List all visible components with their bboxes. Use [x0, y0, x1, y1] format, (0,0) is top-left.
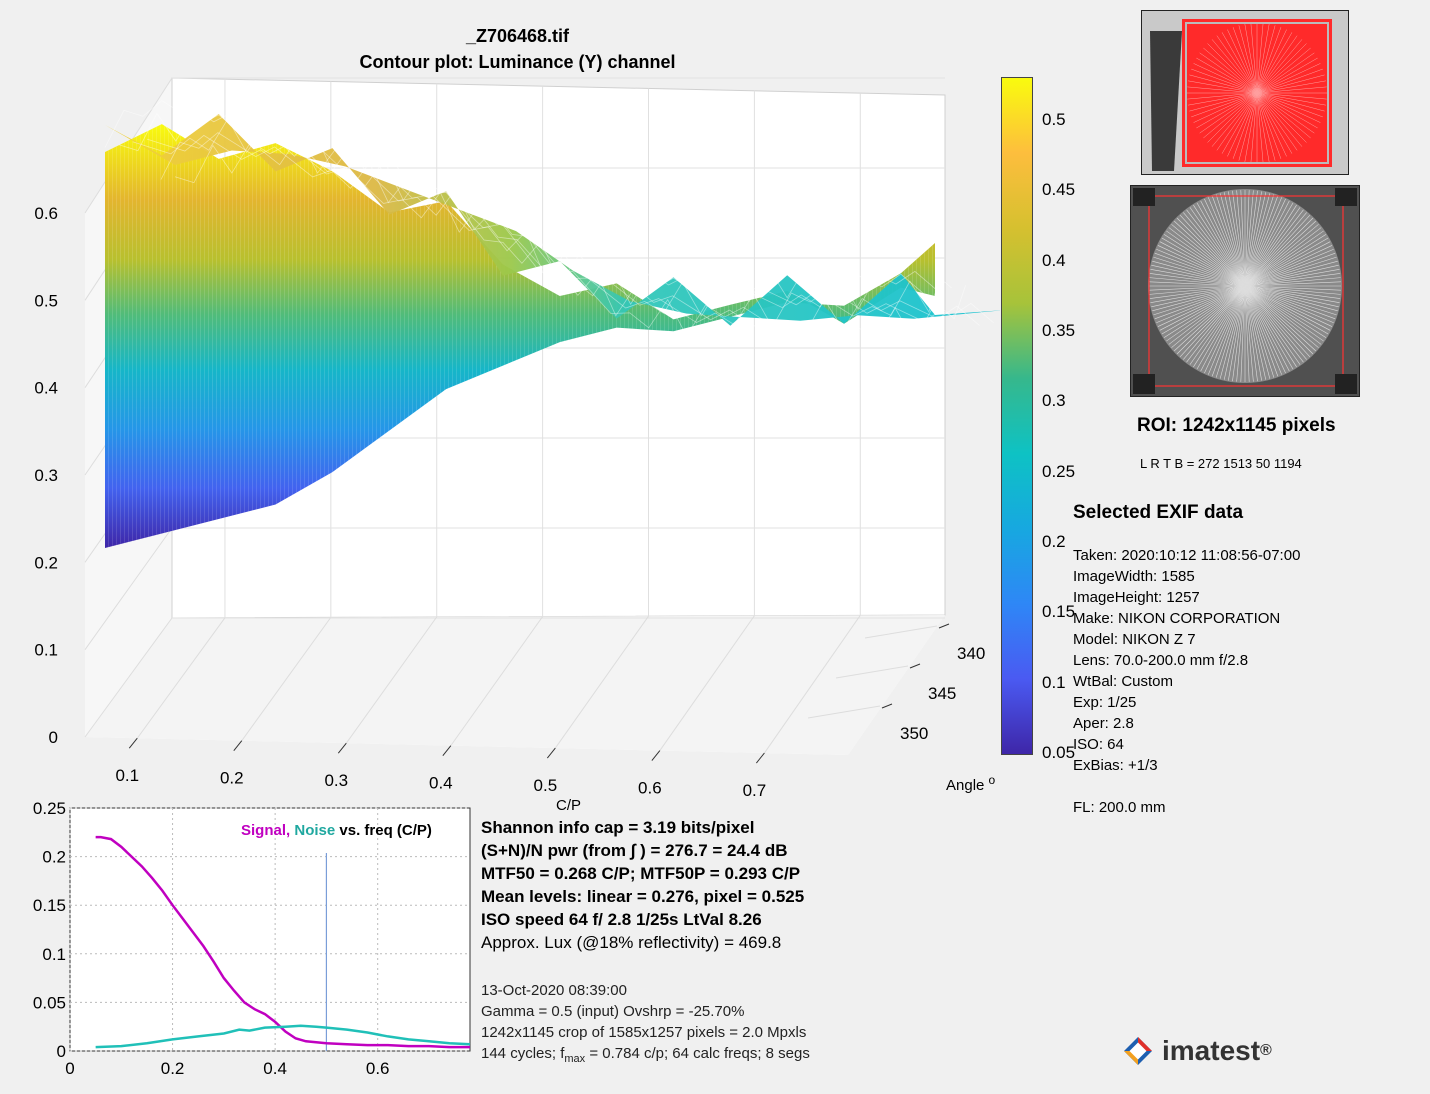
cycles-prefix: 144 cycles; f — [481, 1045, 565, 1062]
colorbar-tick-label: 0.15 — [1042, 602, 1076, 622]
roi-thumbnail-bottom — [1130, 185, 1360, 397]
angle-tick-label: 345 — [928, 684, 956, 703]
colorbar — [1001, 77, 1033, 755]
exif-line: Taken: 2020:10:12 11:08:56-07:00 — [1073, 547, 1301, 564]
analysis-date: 13-Oct-2020 08:39:00 — [481, 982, 627, 999]
z-tick-label: 0.5 — [34, 291, 58, 310]
imatest-logo-icon — [1124, 1037, 1152, 1065]
sn-y-tick-label: 0.2 — [42, 848, 66, 867]
chart-filename-title: _Z706468.tif — [465, 26, 570, 46]
roi-thumbnail-top-image — [1150, 19, 1332, 171]
colorbar-tick-label: 0.45 — [1042, 180, 1076, 200]
cycles-suffix: = 0.784 c/p; 64 calc freqs; 8 segs — [585, 1045, 810, 1062]
sn-y-tick-label: 0.05 — [33, 993, 66, 1012]
angle-tick-label: 350 — [900, 724, 928, 743]
x-tick-label: 0.3 — [324, 771, 348, 790]
exif-line: Lens: 70.0-200.0 mm f/2.8 — [1073, 652, 1249, 669]
colorbar-tick-label: 0.35 — [1042, 321, 1076, 340]
z-tick-label: 0.3 — [34, 466, 58, 485]
exif-line: Make: NIKON CORPORATION — [1073, 610, 1281, 627]
imatest-logo: imatest ® — [1122, 1035, 1272, 1067]
roi-thumbnail-bottom-image — [1131, 186, 1359, 396]
sn-y-tick-label: 0.1 — [42, 945, 66, 964]
exif-heading: Selected EXIF data — [1073, 502, 1244, 523]
roi-lrtb: L R T B = 272 1513 50 1194 — [1140, 456, 1302, 471]
snr-power: (S+N)/N pwr (from ∫ ) = 276.7 = 24.4 dB — [481, 841, 788, 860]
exif-line: ImageHeight: 1257 — [1073, 589, 1200, 606]
chart-subtitle: Contour plot: Luminance (Y) channel — [359, 52, 676, 72]
angle-axis-label: Angle o — [946, 773, 995, 794]
x-tick-label: 0.7 — [743, 781, 767, 800]
cycles-info: 144 cycles; fmax = 0.784 c/p; 64 calc fr… — [481, 1045, 810, 1065]
roi-thumbnail-top — [1141, 10, 1349, 175]
exif-line: ISO: 64 — [1073, 736, 1124, 753]
signal-noise-legend: Signal, Noise vs. freq (C/P) — [241, 822, 432, 839]
z-tick-label: 0.6 — [34, 204, 58, 223]
z-tick-label: 0.4 — [34, 379, 58, 398]
z-tick-label: 0 — [49, 728, 58, 747]
exif-line: WtBal: Custom — [1073, 673, 1174, 690]
roi-title: ROI: 1242x1145 pixels — [1137, 415, 1336, 436]
signal-series-line — [95, 835, 470, 1049]
angle-axis-text: Angle — [946, 777, 985, 794]
colorbar-tick-label: 0.05 — [1042, 743, 1076, 762]
noise-series-line — [95, 1024, 471, 1049]
mtf50-values: MTF50 = 0.268 C/P; MTF50P = 0.293 C/P — [481, 864, 801, 883]
exif-line: ImageWidth: 1585 — [1073, 568, 1195, 585]
legend-signal: Signal, — [241, 822, 291, 839]
colorbar-tick-label: 0.3 — [1042, 391, 1066, 411]
colorbar-tick-label: 0.25 — [1042, 461, 1076, 481]
z-tick-label: 0.1 — [34, 641, 58, 660]
exif-line: ExBias: +1/3 — [1073, 757, 1158, 774]
sn-x-tick-label: 0 — [65, 1059, 74, 1078]
sn-x-tick-label: 0.4 — [263, 1059, 287, 1078]
mean-levels: Mean levels: linear = 0.276, pixel = 0.5… — [481, 887, 805, 906]
colorbar-tick-label: 0.4 — [1042, 250, 1066, 270]
x-tick-label: 0.5 — [534, 776, 558, 795]
exif-line: Aper: 2.8 — [1073, 715, 1134, 732]
colorbar-tick-label: 0.5 — [1042, 110, 1066, 129]
approx-lux: Approx. Lux (@18% reflectivity) = 469.8 — [481, 933, 782, 952]
x-tick-label: 0.4 — [429, 774, 453, 793]
legend-rest: vs. freq (C/P) — [339, 822, 432, 839]
exif-line: Model: NIKON Z 7 — [1073, 631, 1196, 648]
gamma-info: Gamma = 0.5 (input) Ovshrp = -25.70% — [481, 1003, 745, 1020]
crop-info: 1242x1145 crop of 1585x1257 pixels = 2.0… — [481, 1024, 807, 1041]
x-tick-label: 0.6 — [638, 779, 662, 798]
shannon-capacity: Shannon info cap = 3.19 bits/pixel — [481, 818, 755, 837]
sn-y-tick-label: 0 — [57, 1042, 66, 1061]
z-tick-label: 0.2 — [34, 553, 58, 572]
colorbar-tick-label: 0.1 — [1042, 672, 1066, 692]
cycles-sub: max — [564, 1053, 586, 1065]
sn-x-tick-label: 0.6 — [366, 1059, 390, 1078]
imatest-logo-mark: ® — [1260, 1042, 1272, 1059]
signal-noise-chart: 0 0.2 0.4 0.6 0 0.05 0.1 0.15 0.2 0.25 — [33, 799, 471, 1078]
exif-line: FL: 200.0 mm — [1073, 799, 1166, 816]
x-tick-label: 0.2 — [220, 769, 244, 788]
sn-x-tick-label: 0.2 — [161, 1059, 185, 1078]
legend-noise: Noise — [294, 822, 336, 839]
imatest-logo-text: imatest — [1162, 1035, 1261, 1066]
exif-line: Exp: 1/25 — [1073, 694, 1137, 711]
sn-y-tick-label: 0.25 — [33, 799, 66, 818]
iso-speed: ISO speed 64 f/ 2.8 1/25s LtVal 8.26 — [481, 910, 762, 929]
x-tick-label: 0.1 — [115, 766, 139, 785]
sn-y-tick-label: 0.15 — [33, 896, 66, 915]
colorbar-tick-label: 0.2 — [1042, 532, 1066, 551]
angle-axis-degree: o — [988, 773, 996, 787]
surface-plot: 0 0.1 0.2 0.3 0.4 0.5 0.6 0.1 0.2 0.3 0.4 0.5 0.6 0.… — [34, 77, 1000, 800]
x-axis-label: C/P — [556, 797, 582, 814]
angle-tick-label: 340 — [957, 644, 985, 663]
